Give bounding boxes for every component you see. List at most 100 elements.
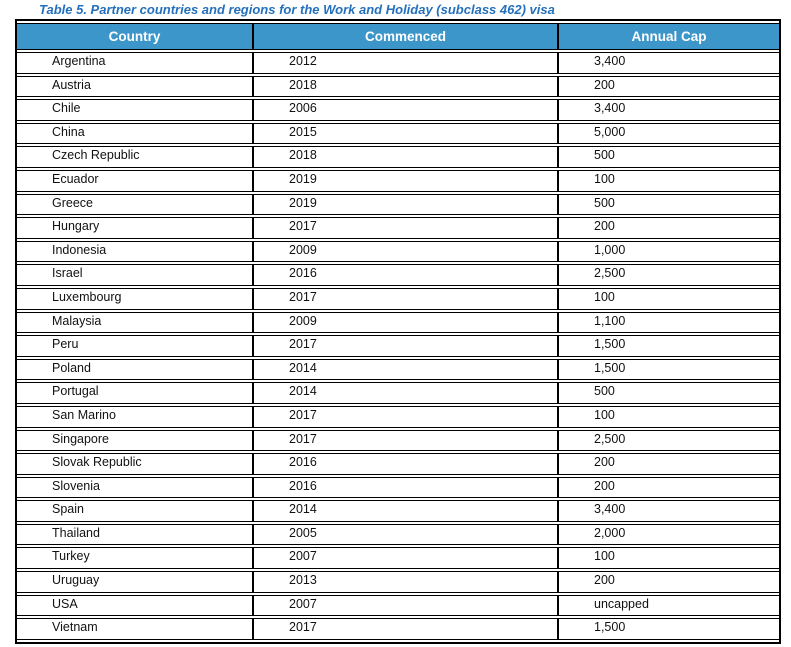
table-row: Malaysia 2009 1,100: [17, 311, 779, 334]
cell-annual-cap: 3,400: [557, 500, 779, 522]
table-row: Chile 2006 3,400: [17, 99, 779, 121]
cell-country: Slovenia: [17, 476, 252, 499]
cell-commenced: 2017: [252, 429, 557, 452]
cell-commenced: 2015: [252, 122, 557, 145]
table-row: Czech Republic 2018 500: [17, 146, 779, 168]
cell-annual-cap: 200: [557, 75, 779, 98]
cell-annual-cap: 5,000: [557, 122, 779, 145]
cell-commenced: 2016: [252, 476, 557, 499]
table-row: Israel 2016 2,500: [17, 264, 779, 286]
cell-commenced: 2016: [252, 264, 557, 286]
cell-commenced: 2013: [252, 571, 557, 593]
cell-annual-cap: 1,100: [557, 311, 779, 334]
cell-country: Portugal: [17, 382, 252, 404]
cell-country: San Marino: [17, 405, 252, 428]
cell-annual-cap: 200: [557, 453, 779, 475]
cell-annual-cap: 500: [557, 146, 779, 168]
cell-commenced: 2019: [252, 169, 557, 192]
cell-annual-cap: 1,500: [557, 358, 779, 381]
partner-countries-table: Country Commenced Annual Cap Argentina 20…: [15, 19, 781, 644]
table-row: Argentina 2012 3,400: [17, 52, 779, 74]
cell-annual-cap: 100: [557, 287, 779, 310]
cell-commenced: 2014: [252, 500, 557, 522]
table-row: Portugal 2014 500: [17, 382, 779, 404]
table-row: Turkey 2007 100: [17, 547, 779, 570]
table-row: Slovenia 2016 200: [17, 476, 779, 499]
column-header-country: Country: [17, 23, 252, 50]
cell-commenced: 2017: [252, 618, 557, 640]
cell-annual-cap: 500: [557, 382, 779, 404]
cell-commenced: 2007: [252, 547, 557, 570]
cell-annual-cap: 1,500: [557, 335, 779, 357]
cell-commenced: 2017: [252, 335, 557, 357]
table-header-row: Country Commenced Annual Cap: [17, 23, 779, 50]
cell-annual-cap: 500: [557, 193, 779, 216]
cell-annual-cap: 200: [557, 217, 779, 239]
cell-annual-cap: 100: [557, 547, 779, 570]
cell-country: Thailand: [17, 523, 252, 546]
cell-country: Poland: [17, 358, 252, 381]
table-row: Slovak Republic 2016 200: [17, 453, 779, 475]
table-row: Thailand 2005 2,000: [17, 523, 779, 546]
cell-country: Greece: [17, 193, 252, 216]
table-row: Peru 2017 1,500: [17, 335, 779, 357]
table-row: China 2015 5,000: [17, 122, 779, 145]
cell-commenced: 2014: [252, 382, 557, 404]
cell-annual-cap: 100: [557, 169, 779, 192]
cell-commenced: 2005: [252, 523, 557, 546]
table-row: Singapore 2017 2,500: [17, 429, 779, 452]
cell-country: Spain: [17, 500, 252, 522]
cell-commenced: 2017: [252, 287, 557, 310]
table-row: Luxembourg 2017 100: [17, 287, 779, 310]
table-row: USA 2007 uncapped: [17, 594, 779, 617]
cell-country: USA: [17, 594, 252, 617]
cell-annual-cap: 2,500: [557, 429, 779, 452]
cell-country: China: [17, 122, 252, 145]
cell-annual-cap: 2,000: [557, 523, 779, 546]
cell-commenced: 2012: [252, 52, 557, 74]
cell-commenced: 2017: [252, 405, 557, 428]
cell-country: Austria: [17, 75, 252, 98]
cell-annual-cap: 1,000: [557, 240, 779, 263]
cell-country: Slovak Republic: [17, 453, 252, 475]
table-row: Spain 2014 3,400: [17, 500, 779, 522]
cell-country: Luxembourg: [17, 287, 252, 310]
cell-annual-cap: 2,500: [557, 264, 779, 286]
cell-commenced: 2014: [252, 358, 557, 381]
table-row: Austria 2018 200: [17, 75, 779, 98]
cell-country: Czech Republic: [17, 146, 252, 168]
cell-commenced: 2018: [252, 146, 557, 168]
cell-country: Peru: [17, 335, 252, 357]
cell-country: Vietnam: [17, 618, 252, 640]
cell-country: Ecuador: [17, 169, 252, 192]
cell-commenced: 2009: [252, 311, 557, 334]
cell-commenced: 2006: [252, 99, 557, 121]
table-row: Poland 2014 1,500: [17, 358, 779, 381]
column-header-annual-cap: Annual Cap: [557, 23, 779, 50]
cell-annual-cap: uncapped: [557, 594, 779, 617]
table-row: Greece 2019 500: [17, 193, 779, 216]
cell-annual-cap: 200: [557, 571, 779, 593]
cell-annual-cap: 3,400: [557, 99, 779, 121]
table-row: San Marino 2017 100: [17, 405, 779, 428]
cell-annual-cap: 200: [557, 476, 779, 499]
cell-commenced: 2019: [252, 193, 557, 216]
cell-commenced: 2016: [252, 453, 557, 475]
table-row: Uruguay 2013 200: [17, 571, 779, 593]
cell-commenced: 2017: [252, 217, 557, 239]
cell-country: Chile: [17, 99, 252, 121]
table-row: Hungary 2017 200: [17, 217, 779, 239]
cell-country: Malaysia: [17, 311, 252, 334]
cell-country: Israel: [17, 264, 252, 286]
cell-annual-cap: 100: [557, 405, 779, 428]
table-body: Argentina 2012 3,400 Austria 2018 200 Chile 200…: [17, 52, 779, 640]
cell-commenced: 2009: [252, 240, 557, 263]
cell-country: Indonesia: [17, 240, 252, 263]
cell-commenced: 2007: [252, 594, 557, 617]
table-caption: Table 5. Partner countries and regions f…: [39, 2, 555, 17]
cell-commenced: 2018: [252, 75, 557, 98]
table-row: Ecuador 2019 100: [17, 169, 779, 192]
cell-annual-cap: 1,500: [557, 618, 779, 640]
cell-country: Turkey: [17, 547, 252, 570]
